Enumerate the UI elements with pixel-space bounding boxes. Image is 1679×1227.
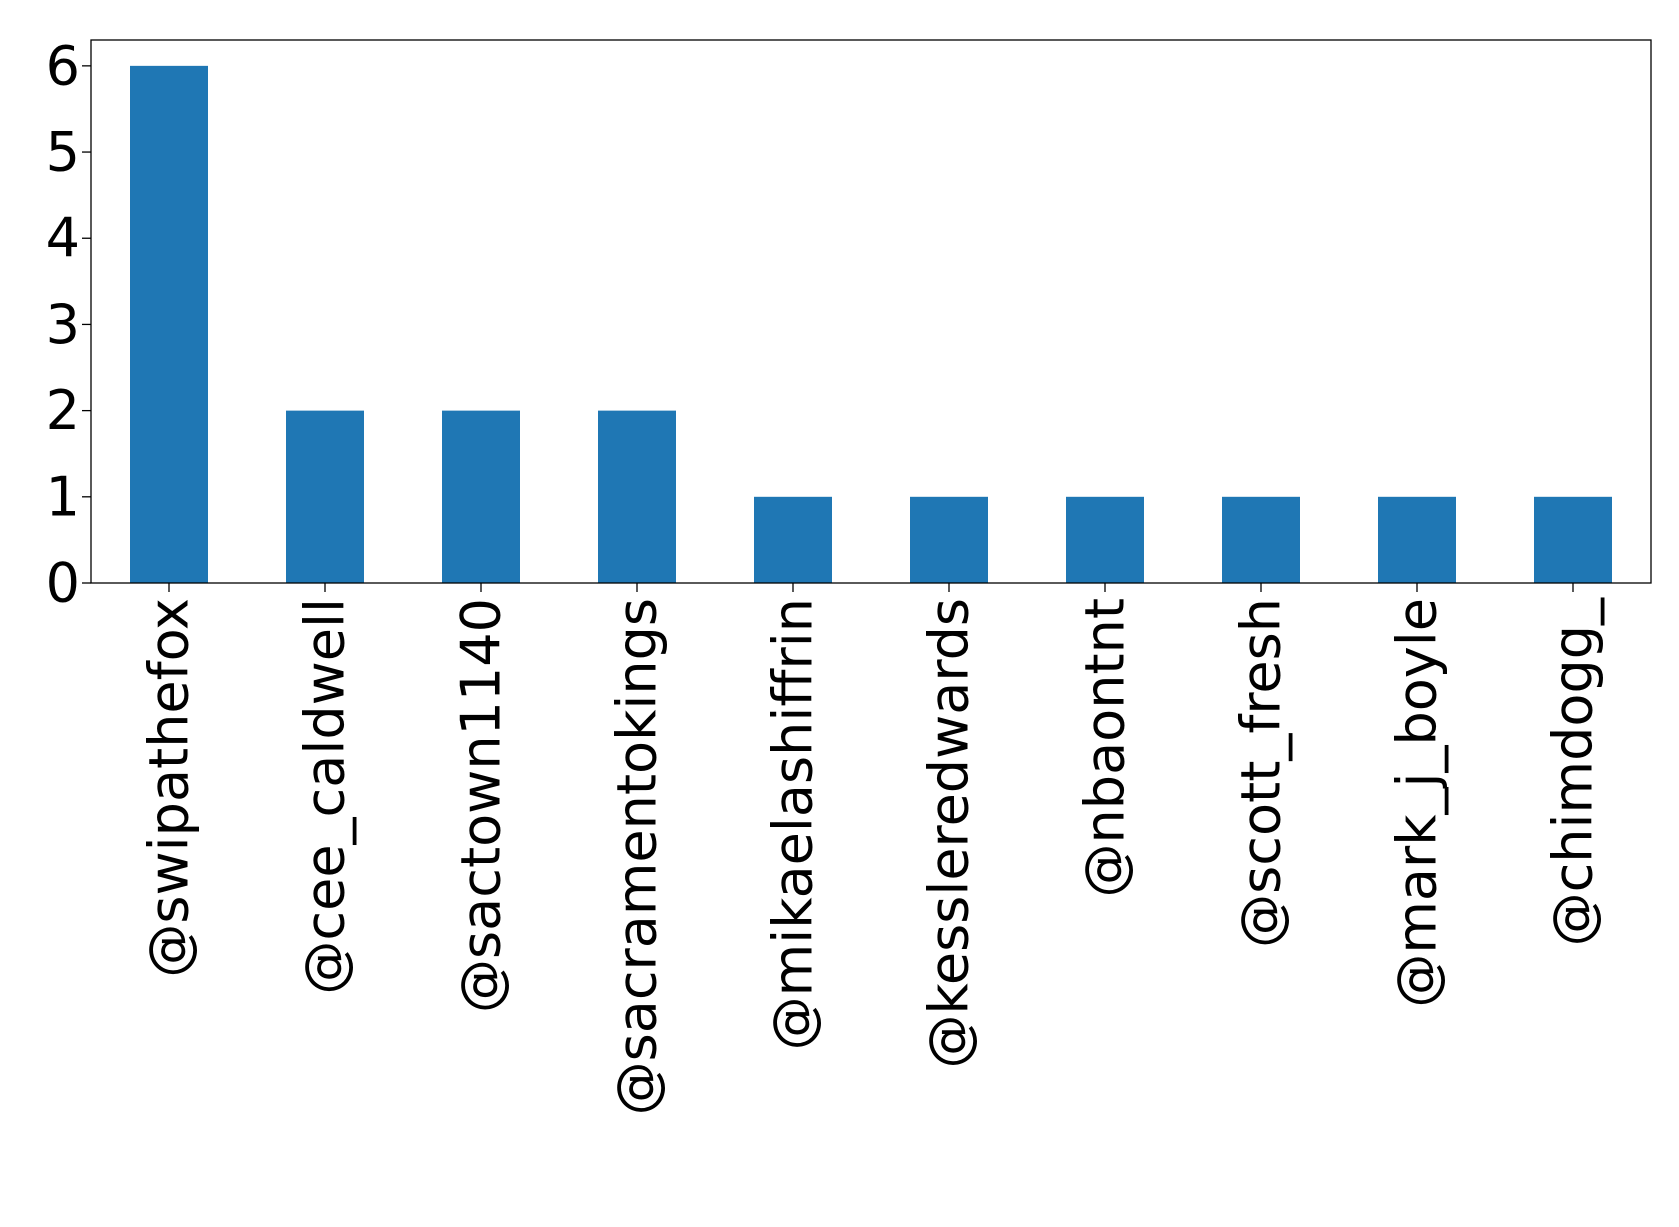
- bars-group: [130, 65, 1612, 584]
- bar: [130, 65, 208, 584]
- y-tick-label: 4: [46, 207, 80, 270]
- y-axis: 0 1 2 3 4 5 6: [46, 34, 91, 615]
- x-tick-label: @kessleredwards: [918, 598, 981, 1069]
- x-tick-label: @mikaelashiffrin: [762, 598, 825, 1050]
- bar: [286, 410, 364, 583]
- x-tick-label: @chimdogg_: [1542, 597, 1605, 946]
- plot-frame: [90, 39, 1652, 584]
- bar: [910, 496, 988, 583]
- x-tick-label: @cee_caldwell: [294, 598, 357, 995]
- x-tick-label: @scott_fresh: [1230, 598, 1293, 948]
- y-tick-label: 5: [46, 121, 80, 184]
- x-axis: @swipathefox @cee_caldwell @sactown1140 @sa…: [138, 583, 1605, 1115]
- bar: [754, 496, 832, 583]
- bar: [442, 410, 520, 583]
- y-tick-label: 6: [46, 34, 80, 97]
- y-tick-label: 1: [46, 465, 80, 528]
- x-tick-label: @sacramentokings: [606, 598, 669, 1115]
- bar: [1378, 496, 1456, 583]
- x-tick-label: @mark_j_boyle: [1386, 598, 1449, 1008]
- bar: [1534, 496, 1612, 583]
- y-tick-label: 0: [46, 552, 80, 615]
- y-tick-label: 3: [46, 293, 80, 356]
- x-tick-label: @sactown1140: [450, 598, 513, 1013]
- bar: [598, 410, 676, 583]
- y-tick-label: 2: [46, 379, 80, 442]
- x-tick-label: @nbaontnt: [1074, 598, 1137, 897]
- x-tick-label: @swipathefox: [138, 598, 201, 978]
- bar: [1222, 496, 1300, 583]
- bar: [1066, 496, 1144, 583]
